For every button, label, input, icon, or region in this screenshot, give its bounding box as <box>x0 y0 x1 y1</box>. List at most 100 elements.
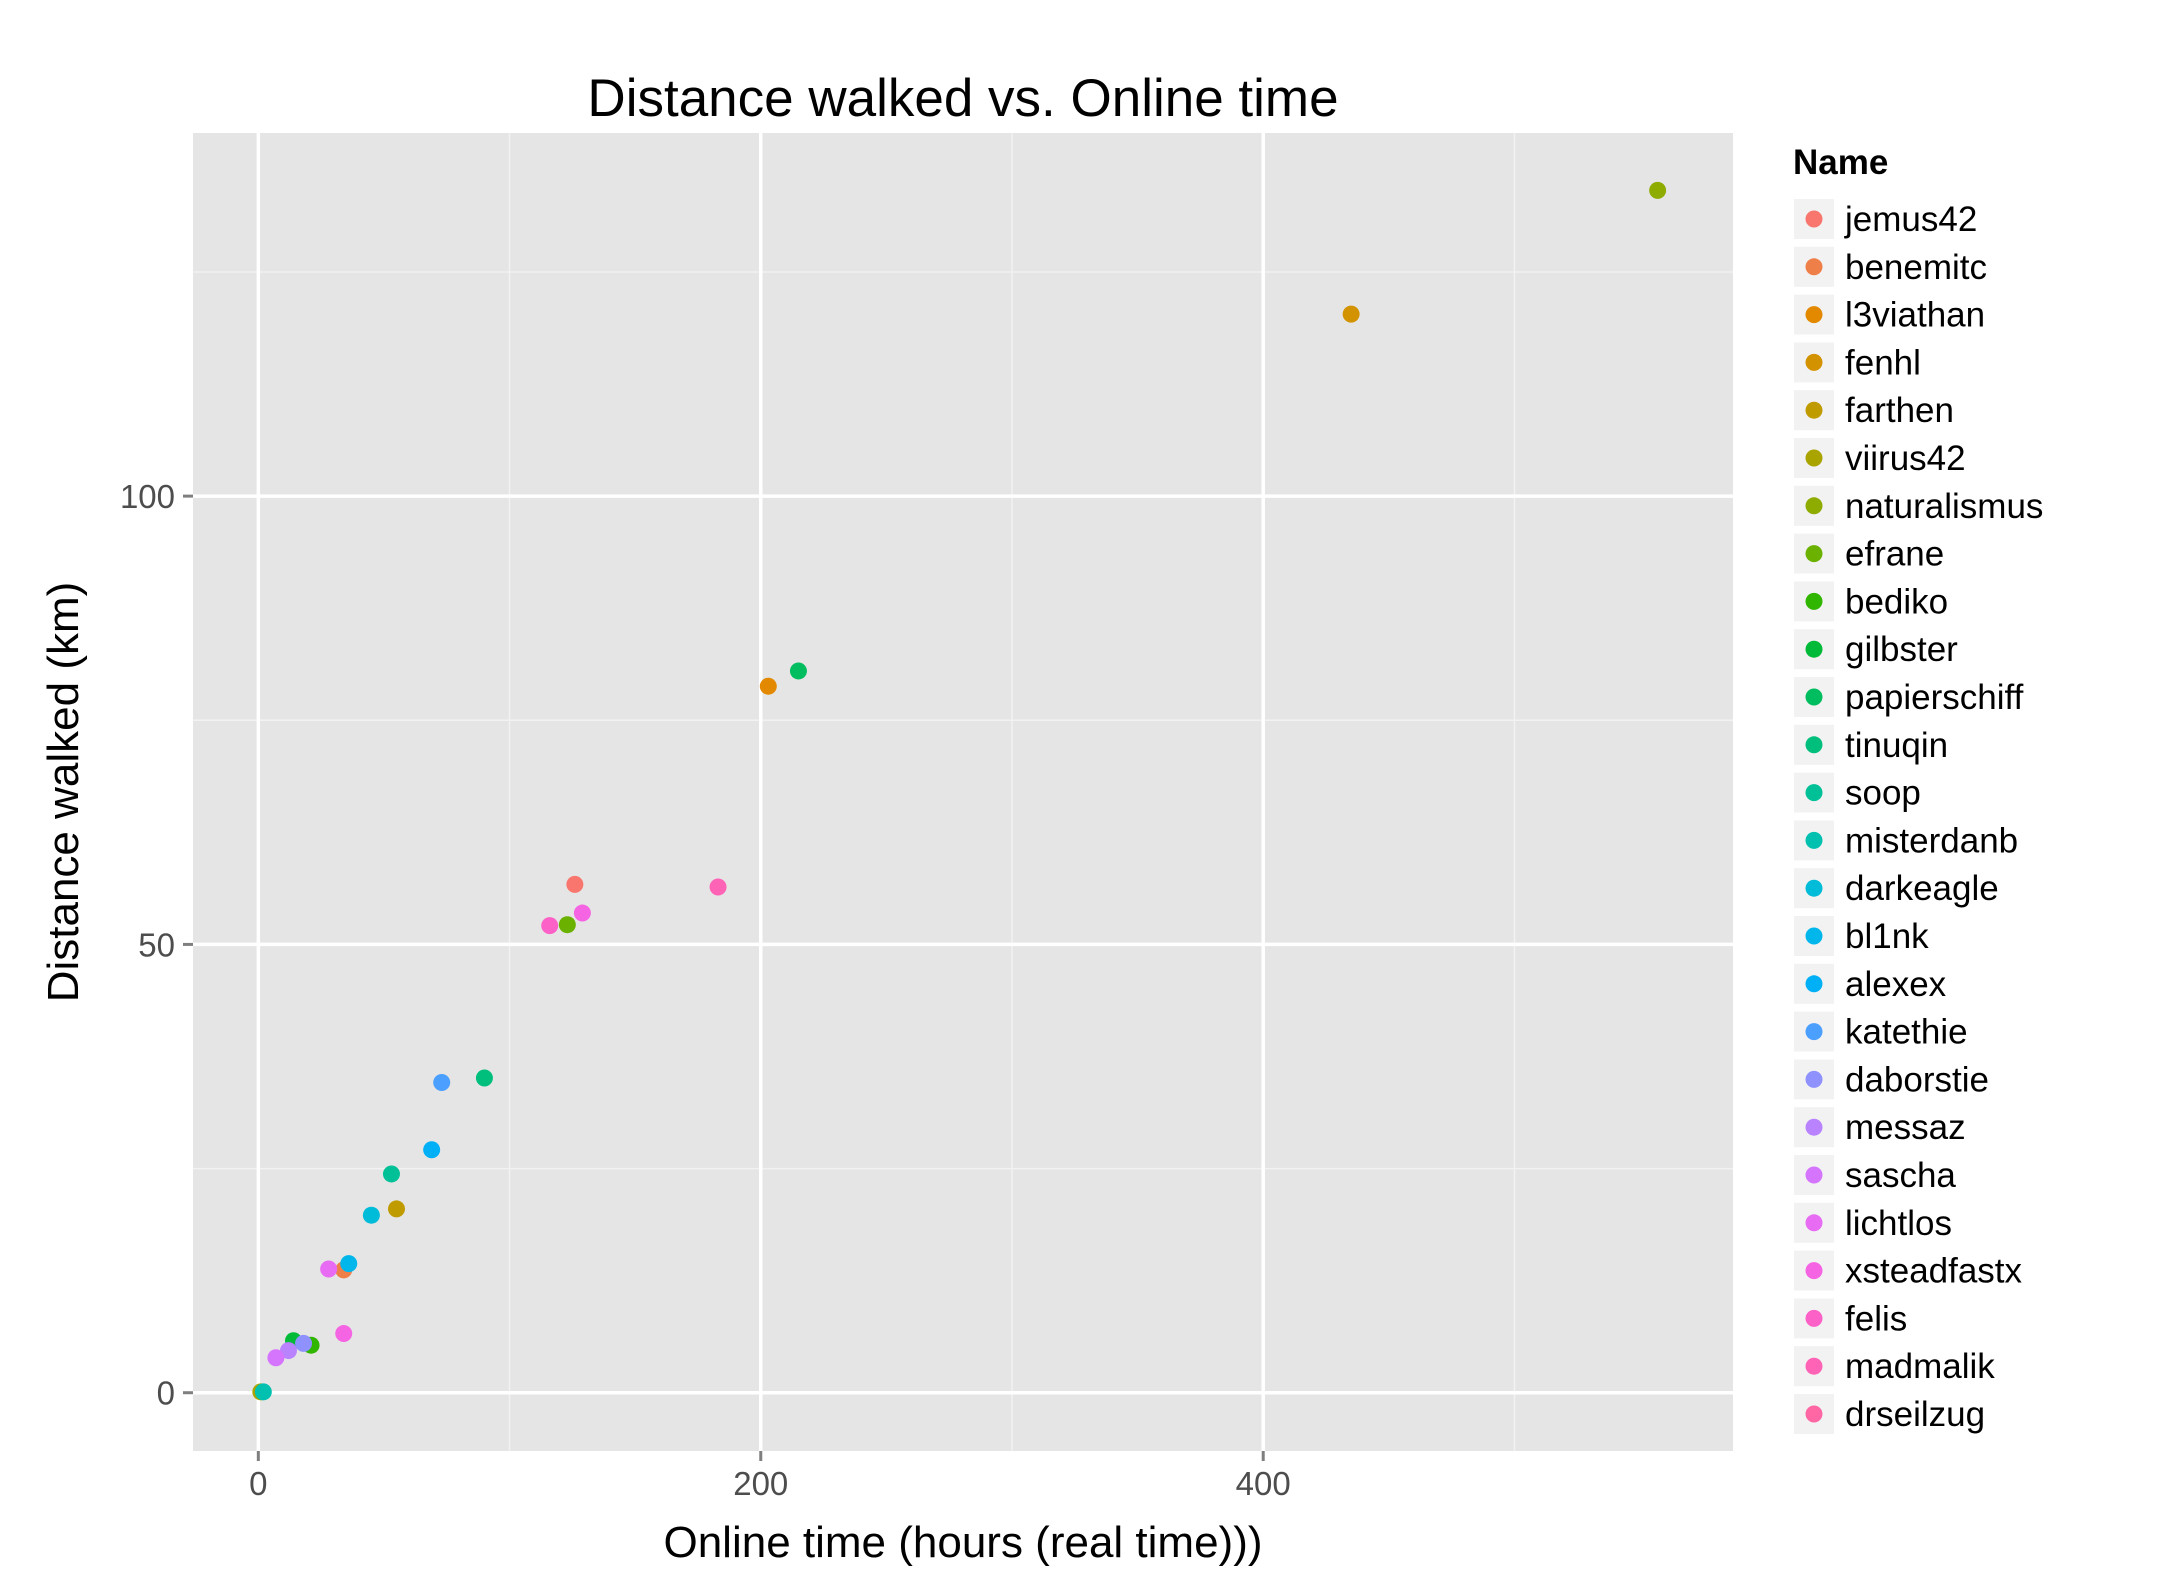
data-point-xsteadfastx <box>335 1325 353 1343</box>
legend-title: Name <box>1793 143 1888 182</box>
legend-item-fenhl: fenhl <box>1792 340 1921 385</box>
data-point-katethie <box>433 1073 451 1091</box>
plot-panel <box>193 133 1733 1451</box>
data-point-felis <box>541 917 559 935</box>
legend-swatch <box>1805 545 1823 563</box>
data-point-tinuqin <box>475 1069 493 1087</box>
legend-label: messaz <box>1845 1108 1966 1147</box>
legend-label: efrane <box>1845 535 1944 574</box>
legend-swatch <box>1805 1262 1823 1280</box>
legend-label: bediko <box>1845 582 1948 621</box>
legend-item-alexex: alexex <box>1792 961 1947 1006</box>
legend-swatch <box>1805 353 1823 371</box>
legend-label: tinuqin <box>1845 726 1948 765</box>
legend-label: gilbster <box>1845 630 1958 669</box>
data-point-sascha <box>267 1349 285 1367</box>
grid-major <box>193 133 1733 1451</box>
legend-item-bediko: bediko <box>1792 579 1948 624</box>
legend-item-katethie: katethie <box>1792 1009 1968 1054</box>
legend-label: jemus42 <box>1844 200 1977 239</box>
legend-label: benemitc <box>1845 248 1987 287</box>
legend-label: farthen <box>1845 391 1954 430</box>
legend-label: felis <box>1845 1299 1907 1338</box>
legend-label: madmalik <box>1845 1347 1995 1386</box>
legend-item-viirus42: viirus42 <box>1792 436 1966 480</box>
legend-item-farthen: farthen <box>1792 388 1954 433</box>
x-axis: 0 200 400 <box>249 1451 1291 1502</box>
data-point-lichtlos <box>320 1260 338 1278</box>
legend-swatch <box>1805 1070 1823 1088</box>
y-axis-title: Distance walked (km) <box>39 582 88 1003</box>
grid-minor <box>193 133 1733 1451</box>
legend-label: bl1nk <box>1845 917 1929 956</box>
legend-item-benemitc: benemitc <box>1792 244 1987 289</box>
legend-label: naturalismus <box>1845 487 2043 526</box>
legend-swatch <box>1805 879 1823 897</box>
legend-item-soop: soop <box>1792 770 1921 815</box>
legend-label: sascha <box>1845 1156 1956 1195</box>
legend-item-bl1nk: bl1nk <box>1792 914 1929 958</box>
legend-swatch <box>1805 1166 1823 1184</box>
legend-swatch <box>1805 210 1823 228</box>
legend-label: lichtlos <box>1845 1204 1952 1243</box>
legend-swatch <box>1805 927 1823 945</box>
legend-item-drseilzug: drseilzug <box>1792 1392 1985 1436</box>
data-point-madmalik <box>709 878 727 896</box>
legend-swatch <box>1805 1023 1823 1041</box>
legend-item-lichtlos: lichtlos <box>1792 1200 1952 1245</box>
data-point-darkeagle <box>362 1206 380 1224</box>
legend-swatch <box>1805 784 1823 802</box>
data-points <box>252 181 1667 1401</box>
legend-label: drseilzug <box>1845 1395 1985 1434</box>
legend-swatch <box>1805 1405 1823 1423</box>
data-point-jemus42 <box>566 875 584 893</box>
legend-swatch <box>1805 497 1823 515</box>
legend-item-messaz: messaz <box>1792 1105 1966 1150</box>
legend-item-darkeagle: darkeagle <box>1792 866 1999 911</box>
legend-swatch <box>1805 736 1823 754</box>
legend: Name jemus42 benemitc l3viathan fenhl farthe… <box>1792 143 2043 1436</box>
legend-swatch <box>1805 306 1823 324</box>
legend-label: papierschiff <box>1845 678 2024 717</box>
legend-item-gilbster: gilbster <box>1792 627 1958 672</box>
data-point-farthen <box>387 1200 405 1218</box>
legend-item-xsteadfastx: xsteadfastx <box>1792 1248 2023 1293</box>
legend-item-daborstie: daborstie <box>1792 1057 1989 1102</box>
legend-item-misterdanb: misterdanb <box>1792 818 2018 863</box>
legend-label: alexex <box>1845 965 1947 1004</box>
data-point-fenhl <box>1342 305 1360 323</box>
legend-label: katethie <box>1845 1013 1968 1052</box>
legend-item-madmalik: madmalik <box>1792 1344 1995 1389</box>
legend-key <box>1792 627 1836 672</box>
legend-item-l3viathan: l3viathan <box>1792 292 1985 337</box>
legend-key <box>1792 340 1836 385</box>
data-point-misterdanb <box>254 1383 272 1401</box>
y-tick-label: 100 <box>120 478 175 515</box>
legend-item-papierschiff: papierschiff <box>1792 675 2024 719</box>
x-tick-label: 400 <box>1236 1465 1291 1502</box>
legend-items: jemus42 benemitc l3viathan fenhl farthen viir… <box>1792 197 2043 1436</box>
data-point-l3viathan <box>759 677 777 695</box>
legend-swatch <box>1805 975 1823 993</box>
legend-label: fenhl <box>1845 343 1921 382</box>
x-tick-label: 0 <box>249 1465 267 1502</box>
legend-label: darkeagle <box>1845 869 1999 908</box>
legend-item-felis: felis <box>1792 1296 1907 1341</box>
legend-key <box>1792 388 1836 433</box>
legend-label: daborstie <box>1845 1060 1989 1099</box>
legend-swatch <box>1805 258 1823 276</box>
legend-label: viirus42 <box>1845 439 1966 478</box>
legend-swatch <box>1805 401 1823 419</box>
x-tick-label: 200 <box>733 1465 788 1502</box>
y-tick-label: 0 <box>157 1375 175 1412</box>
data-point-xsteadfastx <box>573 904 591 922</box>
legend-swatch <box>1805 1214 1823 1232</box>
legend-item-efrane: efrane <box>1792 531 1944 576</box>
legend-swatch <box>1805 449 1823 467</box>
legend-label: xsteadfastx <box>1845 1252 2023 1291</box>
data-point-messaz <box>279 1342 297 1360</box>
legend-swatch <box>1805 831 1823 849</box>
legend-item-tinuqin: tinuqin <box>1792 722 1948 767</box>
data-point-soop <box>382 1165 400 1183</box>
legend-swatch <box>1805 1118 1823 1136</box>
